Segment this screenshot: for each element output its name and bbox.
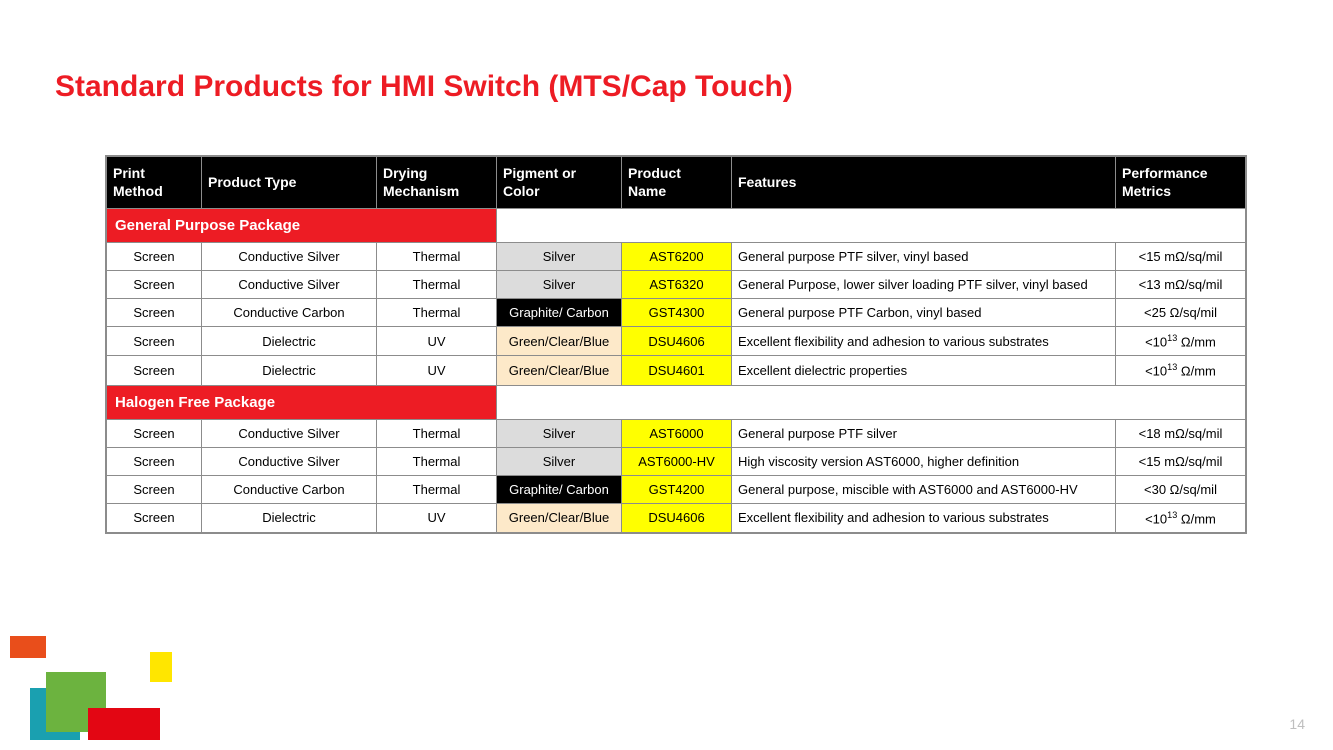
cell-performance: <1013 Ω/mm [1116,356,1246,385]
cell-product-name: AST6200 [622,243,732,271]
table-row: ScreenDielectricUVGreen/Clear/BlueDSU460… [107,327,1246,356]
cell-product-type: Conductive Carbon [202,299,377,327]
table-row: ScreenConductive SilverThermalSilverAST6… [107,419,1246,447]
cell-print-method: Screen [107,475,202,503]
cell-product-type: Dielectric [202,503,377,532]
cell-print-method: Screen [107,327,202,356]
table-row: ScreenDielectricUVGreen/Clear/BlueDSU460… [107,503,1246,532]
cell-performance: <15 mΩ/sq/mil [1116,447,1246,475]
section-spacer [497,385,1246,419]
col-header-print: PrintMethod [107,157,202,209]
cell-drying-mechanism: Thermal [377,243,497,271]
table-row: ScreenDielectricUVGreen/Clear/BlueDSU460… [107,356,1246,385]
cell-product-type: Dielectric [202,327,377,356]
cell-pigment: Silver [497,419,622,447]
cell-features: Excellent dielectric properties [732,356,1116,385]
cell-product-name: DSU4601 [622,356,732,385]
cell-drying-mechanism: Thermal [377,419,497,447]
cell-features: General purpose PTF Carbon, vinyl based [732,299,1116,327]
page-title: Standard Products for HMI Switch (MTS/Ca… [55,70,793,104]
cell-product-type: Dielectric [202,356,377,385]
cell-print-method: Screen [107,356,202,385]
col-header-features: Features [732,157,1116,209]
cell-product-type: Conductive Silver [202,447,377,475]
cell-product-name: GST4300 [622,299,732,327]
cell-performance: <18 mΩ/sq/mil [1116,419,1246,447]
cell-performance: <30 Ω/sq/mil [1116,475,1246,503]
cell-pigment: Silver [497,447,622,475]
cell-drying-mechanism: Thermal [377,475,497,503]
deco-square-orange [10,636,46,658]
cell-print-method: Screen [107,243,202,271]
products-table-container: PrintMethod Product Type DryingMechanism… [105,155,1247,534]
page-number: 14 [1289,716,1305,732]
cell-product-name: DSU4606 [622,327,732,356]
col-header-pigment: Pigment orColor [497,157,622,209]
cell-product-name: AST6320 [622,271,732,299]
col-header-dry: DryingMechanism [377,157,497,209]
col-header-name: ProductName [622,157,732,209]
cell-pigment: Graphite/ Carbon [497,299,622,327]
cell-performance: <1013 Ω/mm [1116,327,1246,356]
cell-performance: <25 Ω/sq/mil [1116,299,1246,327]
table-row: ScreenConductive CarbonThermalGraphite/ … [107,475,1246,503]
section-label: Halogen Free Package [107,385,497,419]
cell-performance: <15 mΩ/sq/mil [1116,243,1246,271]
table-body: General Purpose PackageScreenConductive … [107,209,1246,533]
cell-print-method: Screen [107,299,202,327]
products-table: PrintMethod Product Type DryingMechanism… [106,156,1246,533]
cell-pigment: Green/Clear/Blue [497,327,622,356]
cell-pigment: Green/Clear/Blue [497,503,622,532]
cell-product-type: Conductive Silver [202,243,377,271]
deco-square-red [88,708,160,740]
decoration-squares [10,620,190,740]
section-spacer [497,209,1246,243]
cell-pigment: Silver [497,271,622,299]
cell-features: General purpose, miscible with AST6000 a… [732,475,1116,503]
col-header-perf: PerformanceMetrics [1116,157,1246,209]
section-label: General Purpose Package [107,209,497,243]
cell-product-type: Conductive Silver [202,419,377,447]
table-row: ScreenConductive SilverThermalSilverAST6… [107,243,1246,271]
cell-features: Excellent flexibility and adhesion to va… [732,503,1116,532]
cell-features: General Purpose, lower silver loading PT… [732,271,1116,299]
section-header-row: Halogen Free Package [107,385,1246,419]
table-row: ScreenConductive CarbonThermalGraphite/ … [107,299,1246,327]
cell-pigment: Silver [497,243,622,271]
cell-product-name: AST6000-HV [622,447,732,475]
cell-features: General purpose PTF silver, vinyl based [732,243,1116,271]
cell-performance: <1013 Ω/mm [1116,503,1246,532]
cell-product-name: AST6000 [622,419,732,447]
col-header-type: Product Type [202,157,377,209]
cell-drying-mechanism: Thermal [377,447,497,475]
cell-print-method: Screen [107,503,202,532]
table-header-row: PrintMethod Product Type DryingMechanism… [107,157,1246,209]
cell-print-method: Screen [107,447,202,475]
cell-drying-mechanism: UV [377,327,497,356]
table-row: ScreenConductive SilverThermalSilverAST6… [107,271,1246,299]
cell-drying-mechanism: Thermal [377,299,497,327]
deco-square-yellow [150,652,172,682]
cell-drying-mechanism: UV [377,356,497,385]
cell-features: High viscosity version AST6000, higher d… [732,447,1116,475]
cell-features: Excellent flexibility and adhesion to va… [732,327,1116,356]
cell-product-type: Conductive Silver [202,271,377,299]
cell-product-type: Conductive Carbon [202,475,377,503]
section-header-row: General Purpose Package [107,209,1246,243]
cell-product-name: GST4200 [622,475,732,503]
cell-pigment: Green/Clear/Blue [497,356,622,385]
cell-features: General purpose PTF silver [732,419,1116,447]
cell-print-method: Screen [107,271,202,299]
cell-print-method: Screen [107,419,202,447]
cell-pigment: Graphite/ Carbon [497,475,622,503]
cell-drying-mechanism: Thermal [377,271,497,299]
cell-performance: <13 mΩ/sq/mil [1116,271,1246,299]
table-row: ScreenConductive SilverThermalSilverAST6… [107,447,1246,475]
cell-drying-mechanism: UV [377,503,497,532]
cell-product-name: DSU4606 [622,503,732,532]
